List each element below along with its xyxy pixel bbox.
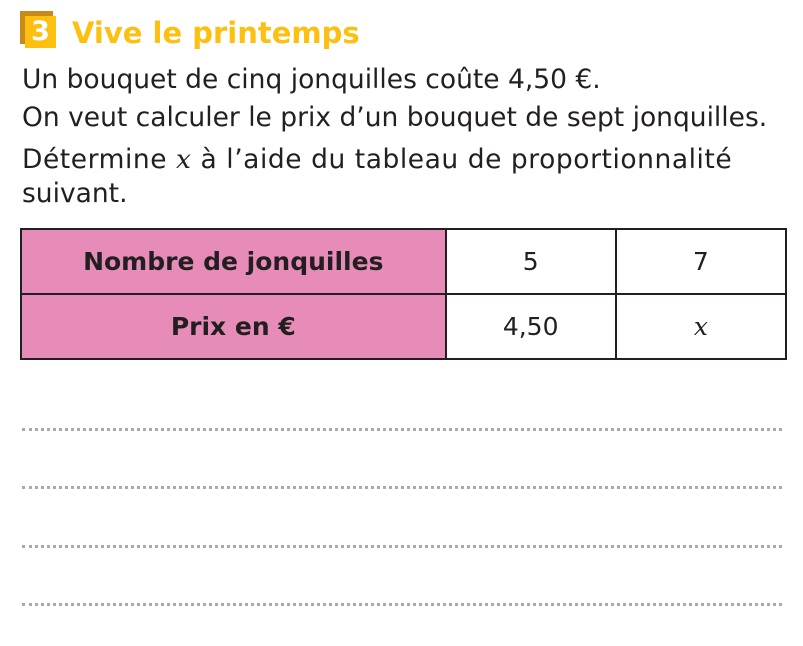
exercise-number-badge: 3 bbox=[20, 11, 56, 48]
statement-line-3: Détermine x à l’aide du tableau de propo… bbox=[22, 143, 732, 177]
answer-line[interactable] bbox=[22, 428, 782, 431]
row-header: Nombre de jonquilles bbox=[20, 228, 447, 295]
answer-line[interactable] bbox=[22, 545, 782, 548]
table-cell: 4,50 bbox=[444, 293, 617, 360]
exercise-title: Vive le printemps bbox=[72, 16, 360, 50]
answer-line[interactable] bbox=[22, 486, 782, 489]
text: Détermine bbox=[22, 144, 177, 175]
text: à l’aide du tableau de proportionnalité bbox=[191, 144, 733, 175]
exercise-number: 3 bbox=[25, 16, 56, 48]
table-cell: 7 bbox=[614, 228, 788, 295]
statement-line-1: Un bouquet de cinq jonquilles coûte 4,50… bbox=[22, 64, 601, 95]
table-cell: 5 bbox=[444, 228, 617, 295]
row-header: Prix en € bbox=[20, 293, 447, 360]
table-row: Prix en € 4,50 x bbox=[20, 293, 788, 360]
statement-line-2: On veut calculer le prix d’un bouquet de… bbox=[22, 102, 768, 133]
unknown-cell: x bbox=[614, 293, 788, 360]
proportionality-table: Nombre de jonquilles 5 7 Prix en € 4,50 … bbox=[20, 228, 788, 360]
answer-line[interactable] bbox=[22, 603, 782, 606]
statement-line-4: suivant. bbox=[22, 178, 128, 209]
table-row: Nombre de jonquilles 5 7 bbox=[20, 228, 788, 295]
variable-x: x bbox=[176, 144, 192, 175]
